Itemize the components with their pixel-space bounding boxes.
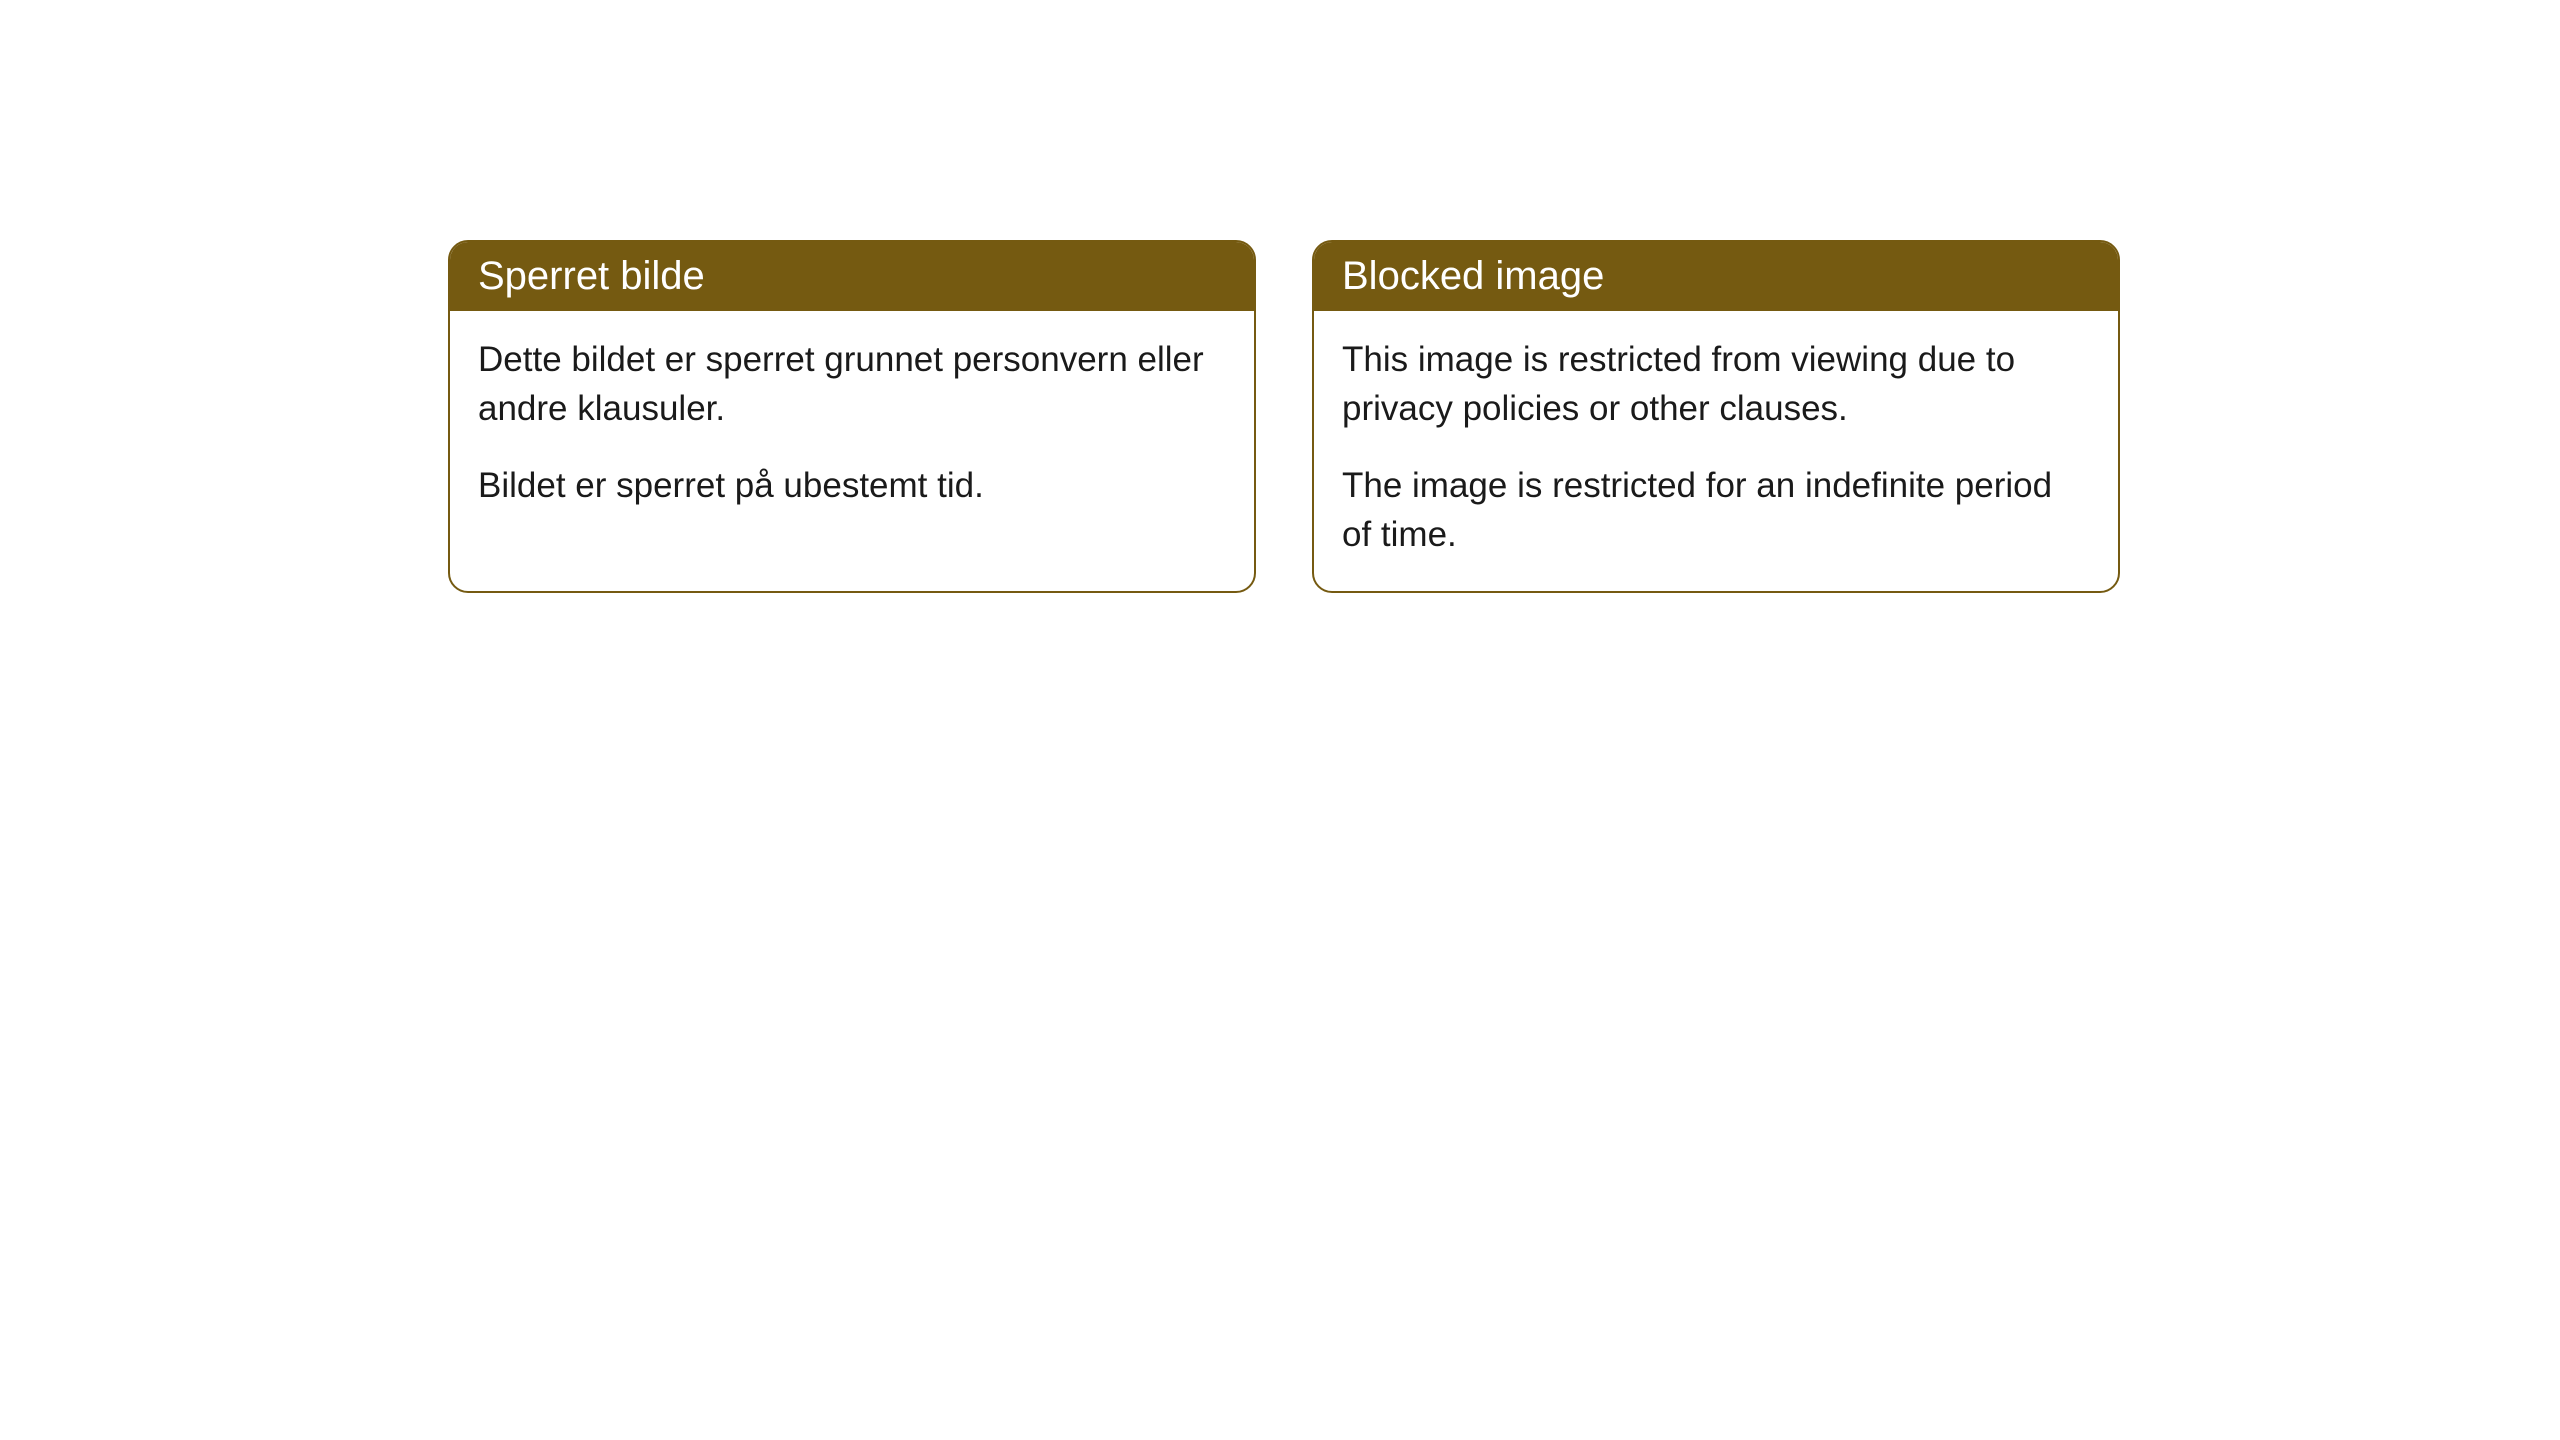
card-paragraph-2: The image is restricted for an indefinit…	[1342, 461, 2090, 559]
card-header-norwegian: Sperret bilde	[450, 242, 1254, 311]
card-paragraph-1: Dette bildet er sperret grunnet personve…	[478, 335, 1226, 433]
blocked-image-card-english: Blocked image This image is restricted f…	[1312, 240, 2120, 593]
card-header-english: Blocked image	[1314, 242, 2118, 311]
card-paragraph-2: Bildet er sperret på ubestemt tid.	[478, 461, 1226, 510]
card-body-english: This image is restricted from viewing du…	[1314, 311, 2118, 591]
card-paragraph-1: This image is restricted from viewing du…	[1342, 335, 2090, 433]
card-body-norwegian: Dette bildet er sperret grunnet personve…	[450, 311, 1254, 542]
card-title: Blocked image	[1342, 254, 1604, 298]
blocked-image-card-norwegian: Sperret bilde Dette bildet er sperret gr…	[448, 240, 1256, 593]
card-title: Sperret bilde	[478, 254, 705, 298]
info-cards-container: Sperret bilde Dette bildet er sperret gr…	[448, 240, 2560, 593]
